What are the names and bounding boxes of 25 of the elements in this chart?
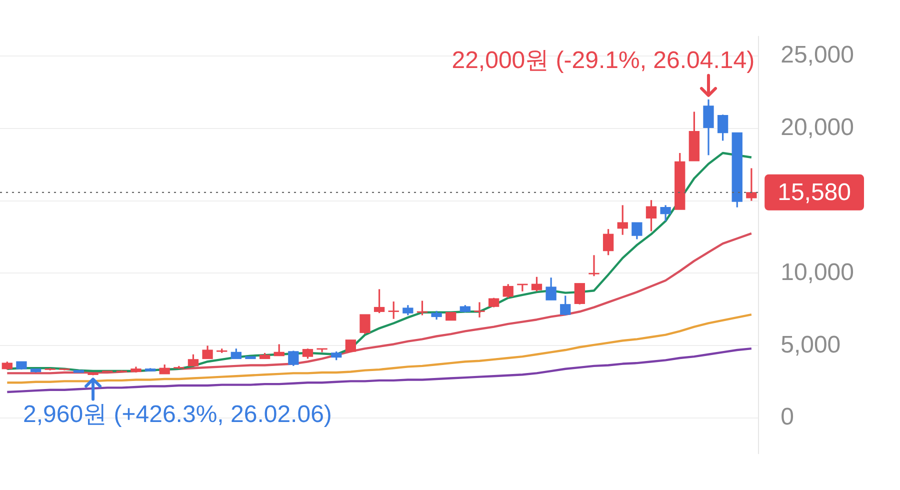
candlestick — [746, 167, 757, 202]
candlestick — [588, 254, 600, 277]
candlestick — [44, 367, 56, 372]
annotation: 22,000원 (-29.1%, 26.04.14) — [452, 47, 755, 74]
y-tick-label: 0 — [780, 404, 794, 431]
candlestick — [388, 300, 399, 320]
candlestick — [632, 222, 642, 240]
candlestick — [316, 348, 328, 353]
y-tick-label: 10,000 — [780, 258, 854, 286]
y-tick-label: 5,000 — [780, 331, 841, 358]
candlestick — [59, 368, 70, 372]
candlestick — [446, 312, 456, 321]
candlestick — [402, 304, 414, 316]
candlestick — [474, 301, 485, 318]
candlestick — [144, 367, 156, 372]
candlestick — [245, 356, 256, 360]
candlestick — [116, 370, 127, 373]
candlestick — [174, 365, 184, 370]
candlestick — [546, 276, 556, 301]
candlestick — [216, 348, 228, 354]
candlestick — [30, 368, 42, 374]
y-tick-label: 25,000 — [780, 42, 854, 69]
ref-line-label: 15,580 — [778, 179, 851, 206]
annotation: 2,960원 (+426.3%, 26.02.06) — [23, 400, 332, 428]
y-tick-label: 20,000 — [780, 114, 854, 142]
